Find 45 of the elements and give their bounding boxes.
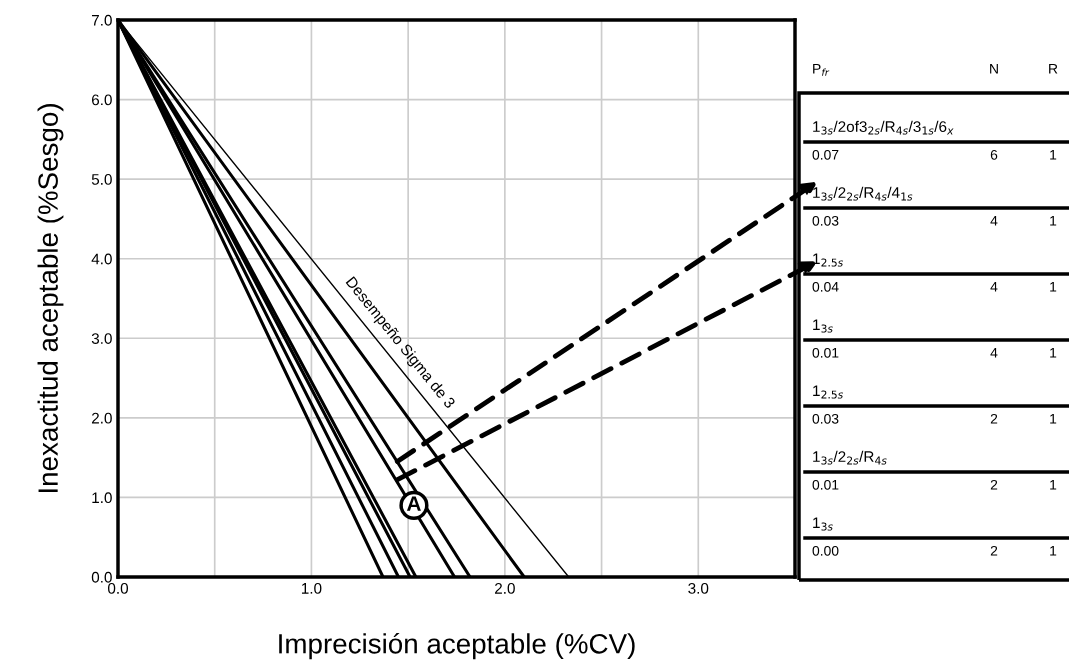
text: 2 [990,413,998,424]
y-tick-label: 6.0 [91,94,112,106]
text: 1 [1050,348,1057,358]
text: 6 [990,149,998,160]
text: 0.01 [812,479,839,490]
text: 1$_{3s}$/2$_{2s}$/R$_{4s}$ [813,450,887,465]
y-tick-label: 0.0 [91,571,112,583]
x-axis-title: Imprecisión aceptable (%CV) [279,632,635,660]
y-tick-label: 5.0 [91,174,112,185]
text: 0.03 [812,413,839,424]
text: 4 [990,282,998,292]
x-tick-label: 1.0 [301,582,322,594]
text: 1$_{3s}$ [813,517,833,531]
text: 4 [990,216,998,226]
text: 4 [990,348,998,358]
text: 1 [1050,480,1057,490]
y-tick-label: 3.0 [91,333,112,344]
text: 2 [990,479,998,490]
text: 1$_{3s}$/2$_{2s}$/R$_{4s}$/4$_{1s}$ [813,186,913,201]
annotation: A [406,496,421,511]
text: 1 [1050,216,1057,226]
text: P$_{fr}$ [813,64,830,76]
text: R [1049,64,1058,74]
text: 1 [1050,414,1057,424]
text: 0.04 [812,281,839,292]
text: 1 [1050,546,1057,556]
x-tick-label: 0.0 [107,582,129,594]
text: 0.07 [812,149,839,160]
text: 1$_{3s}$/2of3$_{2s}$/R$_{4s}$/3$_{1s}$/6$_{x}$ [813,120,954,135]
text: 0.01 [812,347,839,358]
text: 2 [990,545,998,556]
text: 1 [1050,282,1057,292]
y-tick-label: 4.0 [91,253,112,265]
text: 1$_{3s}$ [813,319,833,333]
text: 0.00 [812,545,839,556]
y-axis-title: Inexactitud aceptable (%Sesgo) [37,104,64,493]
y-tick-label: 1.0 [92,492,112,504]
text: N [990,64,998,74]
y-tick-label: 2.0 [91,412,112,424]
y-tick-label: 7.0 [91,14,112,26]
text: 1 [1050,150,1057,160]
x-tick-label: 2.0 [495,582,515,594]
text: 0.03 [812,215,839,226]
x-tick-label: 3.0 [688,582,709,594]
text: 1$_{2.5s}$ [813,385,843,399]
